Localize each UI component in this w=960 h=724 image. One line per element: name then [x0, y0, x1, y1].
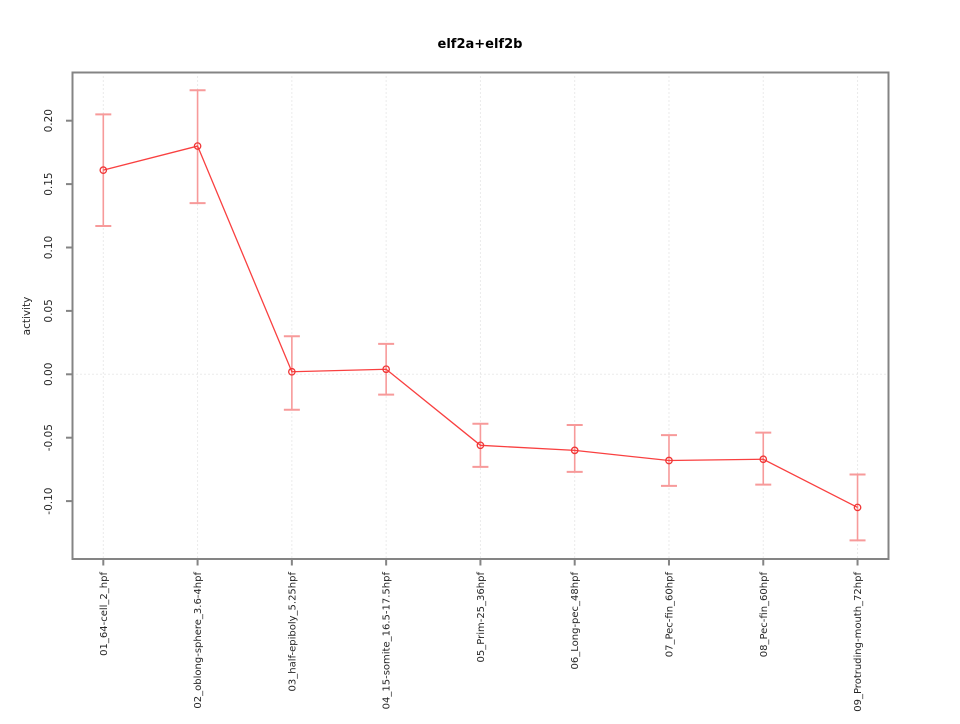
x-tick-label: 09_Protruding-mouth_72hpf — [853, 572, 864, 712]
data-point-marker — [193, 142, 202, 150]
x-tick-label: 07_Pec-fin_60hpf — [664, 572, 675, 658]
data-point-marker — [759, 455, 768, 464]
data-point-marker — [382, 365, 390, 374]
y-tick-label: 0.00 — [43, 363, 55, 386]
y-tick-labels: 0.20 0.15 0.10 0.05 0.00 -0.05 -0.10 — [43, 109, 55, 515]
x-tick-label: 06_Long-pec_48hpf — [570, 572, 581, 670]
y-tick-label: 0.20 — [43, 109, 55, 132]
axis-ticks — [66, 119, 859, 566]
x-tick-label: 02_oblong-sphere_3.6-4hpf — [193, 572, 204, 709]
data-points — [99, 142, 862, 512]
data-point-marker — [853, 503, 862, 512]
series-line — [103, 145, 858, 509]
data-point-marker — [476, 441, 485, 450]
y-axis-label: activity — [21, 297, 33, 336]
data-point-marker — [99, 166, 108, 175]
x-tick-labels: 01_64-cell_2_hpf 02_oblong-sphere_3.6-4hp… — [99, 572, 864, 712]
gridlines — [72, 72, 889, 559]
y-tick-label: 0.15 — [43, 172, 55, 195]
y-tick-label: 0.05 — [43, 299, 55, 322]
data-point-marker — [570, 446, 579, 455]
y-tick-label: -0.10 — [43, 488, 55, 515]
x-tick-label: 05_Prim-25_36hpf — [476, 572, 487, 663]
y-tick-label: -0.05 — [43, 424, 55, 451]
chart-title: elf2a+elf2b — [438, 37, 523, 52]
x-tick-label: 08_Pec-fin_60hpf — [759, 572, 770, 658]
data-point-marker — [288, 367, 296, 376]
data-point-marker — [665, 456, 673, 465]
x-tick-label: 01_64-cell_2_hpf — [99, 572, 110, 656]
series-polyline — [103, 145, 858, 509]
error-bars — [95, 89, 866, 542]
y-tick-label: 0.10 — [43, 236, 55, 259]
x-tick-label: 04_15-somite_16.5-17.5hpf — [382, 572, 393, 710]
x-tick-label: 03_half-epiboly_5.25hpf — [287, 572, 298, 692]
